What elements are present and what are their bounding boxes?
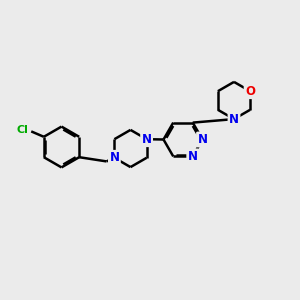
Text: N: N bbox=[197, 133, 208, 146]
Text: N: N bbox=[188, 150, 198, 163]
Text: Cl: Cl bbox=[17, 124, 29, 135]
Text: O: O bbox=[245, 85, 255, 98]
Text: N: N bbox=[110, 151, 119, 164]
Text: N: N bbox=[229, 112, 239, 126]
Text: N: N bbox=[142, 133, 152, 146]
